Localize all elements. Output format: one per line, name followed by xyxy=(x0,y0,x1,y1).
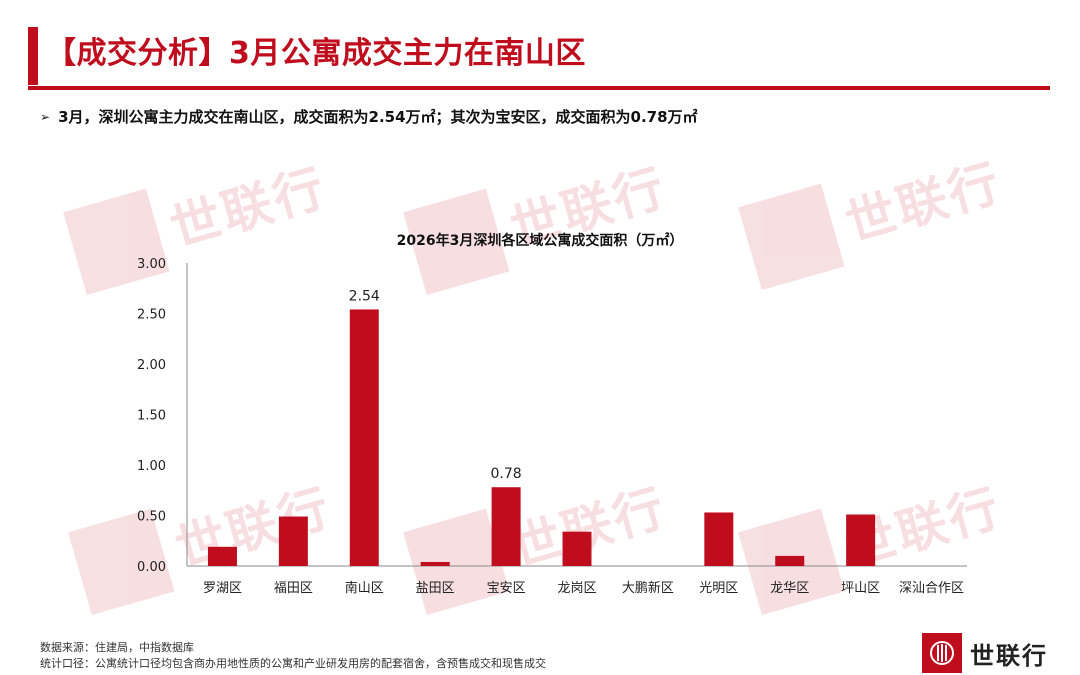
bar xyxy=(278,516,308,566)
x-tick-label: 南山区 xyxy=(345,580,384,596)
y-tick-label: 0.50 xyxy=(137,510,166,525)
data-label: 2.54 xyxy=(349,288,380,304)
bar xyxy=(349,309,379,566)
brand-logo: 世联行 xyxy=(922,633,1048,673)
bar xyxy=(704,512,734,566)
y-tick-label: 2.50 xyxy=(137,308,166,323)
title-accent-bar xyxy=(28,27,38,85)
bar xyxy=(775,555,805,566)
bar xyxy=(846,514,876,566)
x-tick-label: 龙华区 xyxy=(770,581,809,596)
y-tick-label: 3.00 xyxy=(137,257,166,272)
x-tick-label: 盐田区 xyxy=(416,581,455,596)
bar xyxy=(207,546,237,566)
statistics-note: 统计口径：公寓统计口径均包含商办用地性质的公寓和产业研发用房的配套宿舍，含预售成… xyxy=(40,657,546,670)
y-tick-label: 1.50 xyxy=(137,409,166,424)
summary-text: 3月，深圳公寓主力成交在南山区，成交面积为2.54万㎡；其次为宝安区，成交面积为… xyxy=(58,108,698,126)
x-tick-label: 光明区 xyxy=(699,581,738,596)
x-tick-label: 大鹏新区 xyxy=(622,580,674,596)
chart-title: 2026年3月深圳各区域公寓成交面积（万㎡） xyxy=(396,233,684,249)
title-divider xyxy=(28,86,1050,90)
y-tick-label: 1.00 xyxy=(137,459,166,474)
x-tick-label: 罗湖区 xyxy=(203,581,242,596)
brand-emblem-icon xyxy=(922,633,962,673)
data-source: 数据来源：住建局，中指数据库 xyxy=(40,641,194,654)
x-tick-label: 龙岗区 xyxy=(557,581,596,596)
footer: 数据来源：住建局，中指数据库 统计口径：公寓统计口径均包含商办用地性质的公寓和产… xyxy=(40,640,546,672)
data-label: 0.78 xyxy=(491,466,522,482)
x-tick-label: 深汕合作区 xyxy=(899,581,964,596)
summary-bullet: ➢ 3月，深圳公寓主力成交在南山区，成交面积为2.54万㎡；其次为宝安区，成交面… xyxy=(40,106,698,127)
x-tick-label: 坪山区 xyxy=(841,581,880,596)
bar xyxy=(420,561,450,566)
y-tick-label: 2.00 xyxy=(137,358,166,373)
bar xyxy=(491,487,521,566)
arrow-bullet-icon: ➢ xyxy=(40,109,51,124)
brand-name: 世联行 xyxy=(970,641,1048,670)
page-title: 【成交分析】3月公寓成交主力在南山区 xyxy=(46,36,586,71)
bar xyxy=(562,531,592,566)
x-tick-label: 宝安区 xyxy=(487,581,526,596)
x-tick-label: 福田区 xyxy=(274,581,313,596)
y-tick-label: 0.00 xyxy=(137,560,166,575)
